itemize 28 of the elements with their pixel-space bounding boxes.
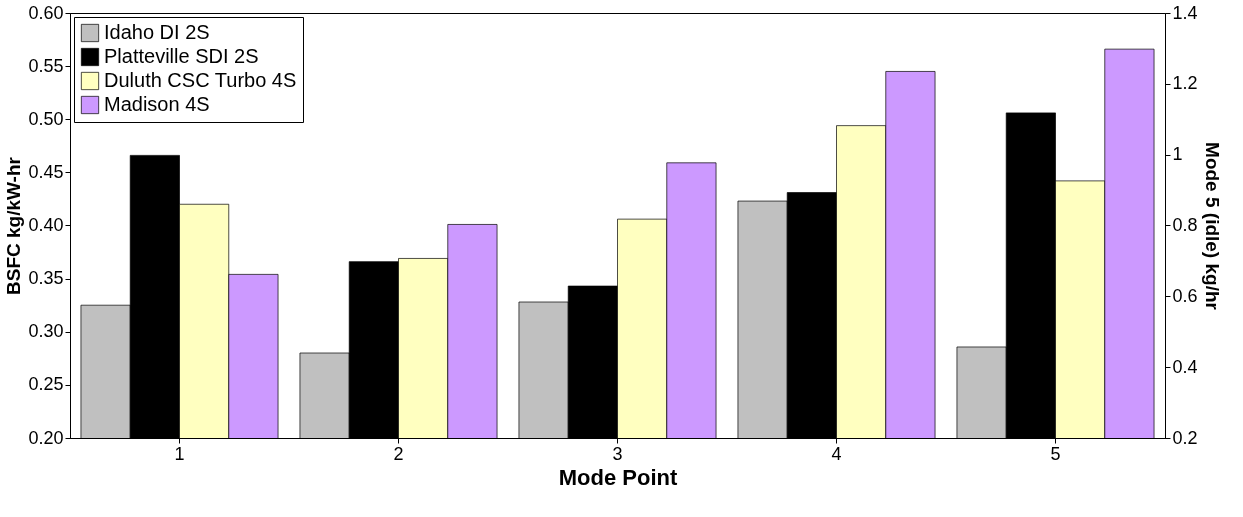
x-axis-title: Mode Point [558,464,678,490]
y-tick-label: 0.20 [28,427,64,448]
y2-tick-label: 0.6 [1172,285,1198,306]
y2-tick-label: 1.4 [1172,2,1198,23]
y-axis-title: BSFC kg/kW-hr [3,156,25,295]
y2-tick-label: 1 [1172,144,1183,165]
x-tick-label: 2 [393,443,404,464]
y-tick-label: 0.40 [28,215,64,235]
y2-axis-title: Mode 5 (idle) kg/hr [1201,142,1223,311]
y-tick-label: 0.35 [28,268,64,289]
y-tick-label: 0.50 [28,108,64,129]
y-tick-label: 0.60 [28,2,64,23]
x-tick-label: 1 [174,443,185,464]
y2-tick-label: 0.8 [1172,215,1198,235]
x-tick-label: 5 [1050,443,1061,464]
y2-tick-label: 0.2 [1172,427,1198,448]
legend-label: Idaho DI 2S [104,21,210,43]
legend-label: Madison 4S [104,93,210,115]
x-tick-label: 4 [831,443,842,464]
y-tick-label: 0.55 [28,55,64,76]
y2-tick-label: 1.2 [1172,73,1198,94]
y-tick-label: 0.30 [28,321,64,342]
y2-tick-label: 0.4 [1172,356,1198,377]
x-tick-label: 3 [612,443,623,464]
y-tick-label: 0.25 [28,374,64,395]
legend-label: Platteville SDI 2S [104,45,259,67]
legend-label: Duluth CSC Turbo 4S [104,69,297,91]
y-tick-label: 0.45 [28,161,64,182]
